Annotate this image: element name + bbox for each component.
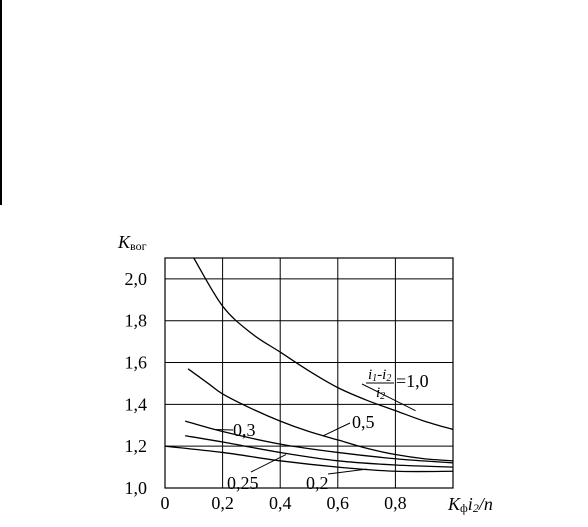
plot-frame	[164, 257, 454, 489]
curve-0-2	[164, 445, 453, 473]
x-tick-label: 0,2	[211, 493, 234, 513]
chart-grid	[164, 257, 454, 489]
tick-labels: 0 0,2 0,4 0,6 0,8 1,0 1,2 1,4 1,6 1,8 2,0	[125, 269, 407, 513]
x-tick-label: 0	[161, 493, 170, 513]
curve-label-0-25: 0,25	[227, 473, 259, 493]
label-leader-line	[361, 383, 416, 412]
curve-label-0-5: 0,5	[352, 412, 375, 432]
label-leaders	[213, 383, 416, 475]
y-tick-label: 2,0	[125, 269, 148, 289]
curve-0-3	[184, 420, 453, 464]
x-tick-label: 0,6	[327, 493, 350, 513]
label-leader-line	[213, 428, 234, 431]
y-tick-label: 1,4	[125, 394, 148, 414]
curve-0-5	[187, 368, 453, 462]
x-tick-label: 0,8	[384, 493, 407, 513]
label-leader-line	[323, 422, 351, 437]
label-leader-line	[327, 468, 367, 475]
x-axis-label: Kфi2/n	[447, 494, 493, 515]
y-tick-label: 1,2	[125, 436, 148, 456]
y-axis-label-sub: вог	[130, 239, 147, 253]
fraction-annotation: i1-i2 i2 =1,0	[366, 367, 429, 402]
fraction-suffix: =1,0	[396, 371, 429, 391]
chart-curves	[164, 258, 453, 473]
label-leader-line	[250, 454, 287, 473]
y-tick-label: 1,8	[125, 311, 148, 331]
curve-1-0	[193, 258, 453, 431]
fraction-denominator: i2	[376, 385, 385, 402]
curve-label-0-2: 0,2	[306, 473, 329, 493]
x-tick-label: 0,4	[269, 493, 292, 513]
curve-0-25	[185, 435, 453, 468]
y-tick-label: 1,6	[125, 353, 148, 373]
y-tick-label: 1,0	[125, 478, 148, 498]
curve-label-0-3: 0,3	[233, 420, 256, 440]
fraction-numerator: i1-i2	[368, 367, 391, 384]
y-axis-label: Kвог	[117, 232, 147, 253]
